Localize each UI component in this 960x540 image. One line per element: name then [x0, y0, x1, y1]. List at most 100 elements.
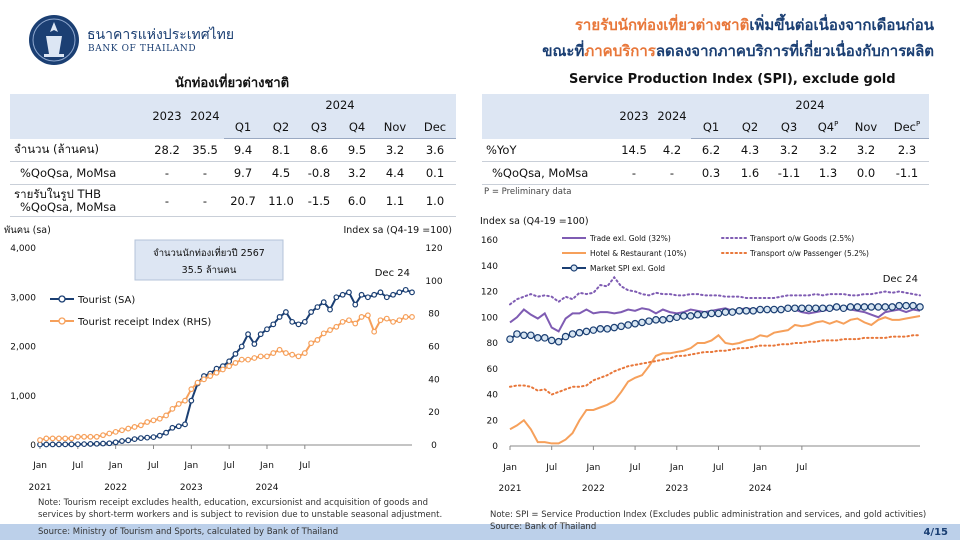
year-2024: 2024: [186, 94, 224, 139]
data-point: [895, 301, 903, 310]
y-tick: 80: [487, 339, 499, 349]
y-tick-left: 0: [30, 441, 36, 451]
data-point: [749, 307, 758, 315]
year-2024-group: 2024: [224, 94, 456, 116]
legend-label: Trade exl. Gold (32%): [589, 234, 671, 243]
data-point: [282, 309, 289, 315]
data-point: [874, 303, 883, 311]
data-point: [100, 432, 106, 439]
data-point: [301, 350, 308, 356]
data-point: [909, 301, 917, 310]
data-point: [327, 306, 333, 313]
data-point: [582, 327, 591, 336]
data-point: [383, 315, 390, 322]
table-cell: 9.7: [224, 161, 262, 185]
data-point: [659, 316, 667, 324]
data-point: [93, 433, 100, 440]
table-cell: 9.4: [224, 138, 262, 162]
data-point: [289, 351, 296, 358]
data-point: [314, 304, 321, 310]
data-point: [125, 425, 132, 432]
data-point: [137, 422, 144, 429]
x-tick-year: 2021: [29, 483, 52, 493]
data-point: [93, 440, 100, 447]
headline-line2-orange: ภาคบริการ: [584, 42, 656, 60]
series-line: [509, 334, 921, 396]
table-cell: 4.3: [731, 138, 769, 162]
data-point: [520, 331, 528, 340]
y-tick: 100: [481, 313, 498, 323]
bank-logo: [29, 15, 79, 65]
data-point: [270, 321, 277, 328]
table-cell: -: [148, 161, 186, 185]
data-point: [686, 312, 695, 320]
data-point: [881, 303, 890, 311]
data-point: [358, 314, 365, 320]
table-cell: 2.3: [885, 138, 929, 162]
data-point: [175, 423, 182, 430]
headline: รายรับนักท่องเที่ยวต่างชาติเพิ่มขึ้นต่อเ…: [542, 12, 934, 64]
legend-marker: [570, 264, 578, 272]
col-nov: Nov: [376, 116, 414, 139]
data-point: [43, 435, 50, 442]
data-point: [163, 412, 170, 419]
data-point: [784, 304, 792, 313]
right-source: Source: Bank of Thailand: [490, 522, 597, 532]
data-point: [853, 303, 862, 311]
col-q2: Q2: [731, 116, 769, 139]
data-point: [763, 305, 771, 314]
data-point: [106, 440, 113, 447]
data-point: [721, 308, 730, 316]
y-tick-right: 60: [428, 343, 440, 353]
data-point: [150, 417, 157, 424]
table-cell: -1.5: [300, 184, 338, 217]
data-point: [638, 318, 646, 327]
header-blank: [10, 94, 148, 139]
table-row: รายรับในรูป THB %QoQsa, MoMsa - -20.7 11.0 -1…: [10, 184, 456, 217]
data-point: [194, 379, 201, 386]
data-point: [645, 317, 653, 325]
data-point: [390, 318, 396, 325]
legend-label: Tourist receipt Index (RHS): [77, 317, 211, 328]
data-point: [68, 441, 75, 448]
footer-bar: [0, 524, 960, 540]
x-tick-month: Jul: [223, 461, 235, 471]
data-point: [679, 312, 688, 320]
data-point: [49, 435, 56, 442]
table-cell: -1.1: [885, 161, 929, 185]
table-cell: 0.3: [691, 161, 731, 185]
table-cell: 35.5: [186, 138, 224, 162]
data-point: [742, 307, 751, 315]
data-point: [409, 289, 415, 296]
table-cell: 3.6: [414, 138, 456, 162]
headline-line1-orange: รายรับนักท่องเที่ยวต่างชาติ: [574, 16, 750, 34]
col-q3: Q3: [769, 116, 809, 139]
row-label: %QoQsa, MoMsa: [10, 161, 148, 185]
data-point: [513, 330, 521, 338]
table-row: %QoQsa, MoMsa - -0.3 1.6 -1.1 1.3 0.0 -1.1: [482, 161, 929, 185]
table-cell: 6.2: [691, 138, 731, 162]
x-tick-month: Jan: [502, 463, 517, 473]
data-point: [811, 304, 820, 313]
data-point: [137, 435, 144, 442]
bank-name-thai: ธนาคารแห่งประเทศไทย: [87, 27, 235, 43]
x-tick-year: 2024: [749, 484, 772, 494]
y-tick-right: 20: [428, 408, 440, 418]
table-cell: 4.5: [262, 161, 300, 185]
table-cell: 9.5: [338, 138, 376, 162]
end-annotation: Dec 24: [883, 274, 918, 285]
series-line: [509, 314, 921, 445]
col-dec: DecP: [885, 116, 929, 139]
data-point: [289, 318, 296, 325]
y-tick-right: 40: [428, 375, 440, 385]
year-2024: 2024: [653, 94, 691, 139]
data-point: [112, 439, 119, 446]
x-tick-month: Jul: [545, 463, 557, 473]
data-point: [902, 301, 910, 310]
data-point: [320, 330, 327, 337]
data-point: [339, 291, 346, 298]
data-point: [333, 294, 340, 301]
data-point: [226, 363, 233, 370]
data-point: [308, 309, 315, 315]
data-point: [735, 307, 744, 315]
